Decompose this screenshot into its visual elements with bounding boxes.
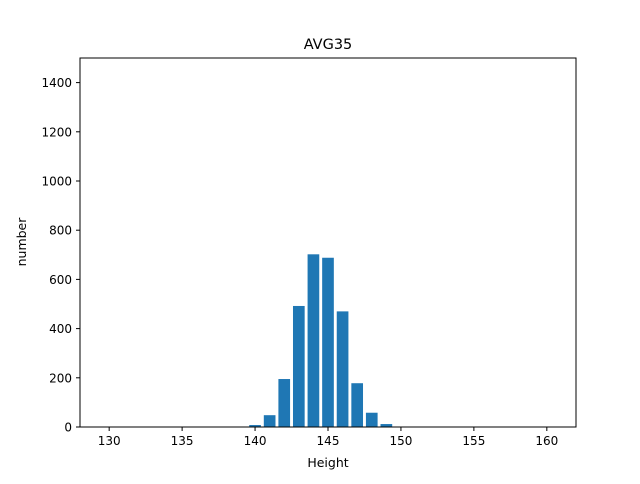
y-tick-label: 1200 bbox=[41, 125, 72, 139]
y-tick-label: 800 bbox=[49, 224, 72, 238]
plot-frame bbox=[79, 57, 577, 428]
x-tick-label: 135 bbox=[171, 434, 194, 448]
x-tick-label: 155 bbox=[462, 434, 485, 448]
x-tick-label: 130 bbox=[98, 434, 121, 448]
y-axis-label: number bbox=[14, 217, 29, 267]
y-tick-label: 1400 bbox=[41, 76, 72, 90]
bar-146 bbox=[336, 311, 349, 427]
bar-143 bbox=[292, 305, 305, 427]
bar-141 bbox=[263, 415, 276, 427]
x-axis-label: Height bbox=[307, 455, 348, 470]
x-tick-label: 160 bbox=[535, 434, 558, 448]
bar-147 bbox=[351, 383, 364, 427]
bar-144 bbox=[307, 254, 320, 427]
x-tick-label: 145 bbox=[317, 434, 340, 448]
x-tick-label: 150 bbox=[389, 434, 412, 448]
x-tick-label: 140 bbox=[244, 434, 267, 448]
y-tick-label: 400 bbox=[49, 322, 72, 336]
bars-layer bbox=[249, 254, 393, 427]
y-tick-label: 200 bbox=[49, 371, 72, 385]
y-tick-label: 0 bbox=[64, 421, 72, 435]
chart-title: AVG35 bbox=[304, 37, 353, 53]
bar-145 bbox=[322, 257, 334, 427]
bar-148 bbox=[365, 412, 378, 427]
ticks-layer: 130 135 140 145 150 155 160 0 200 400 600 800 1000 12… bbox=[41, 76, 558, 448]
bar-142 bbox=[278, 379, 291, 427]
y-tick-label: 600 bbox=[49, 273, 72, 287]
y-tick-label: 1000 bbox=[41, 175, 72, 189]
bar-140 bbox=[249, 425, 261, 427]
bar-149 bbox=[380, 424, 393, 427]
